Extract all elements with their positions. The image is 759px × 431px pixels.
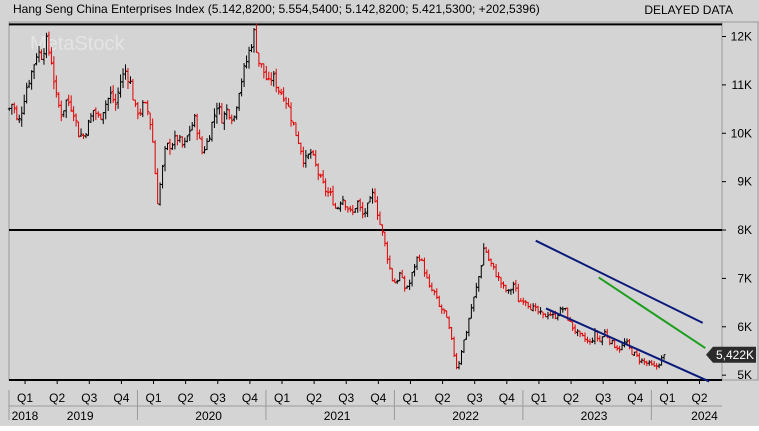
x-tick-label: Q2	[563, 391, 579, 405]
year-label: 2021	[324, 409, 351, 423]
year-label: 2019	[67, 409, 94, 423]
year-separators	[8, 390, 652, 420]
y-tick-label: 11K	[732, 78, 752, 92]
price-badge-shape	[706, 346, 756, 363]
x-tick-label: Q4	[242, 391, 258, 405]
y-tick-label: 5K	[737, 368, 752, 382]
x-tick-label: Q4	[113, 391, 129, 405]
trend-lines	[535, 239, 710, 383]
x-tick-label: Q2	[435, 391, 451, 405]
year-label: 2024	[691, 409, 718, 423]
x-tick-label: Q1	[17, 391, 33, 405]
x-tick-label: Q2	[306, 391, 322, 405]
y-tick-label: 10K	[731, 126, 752, 140]
x-tick-label: Q3	[595, 391, 611, 405]
x-tick-label: Q3	[81, 391, 97, 405]
y-axis-panel	[721, 21, 759, 381]
price-badge: 5,422K	[706, 346, 756, 363]
y-tick-label: 6K	[737, 320, 752, 334]
x-tick-label: Q4	[370, 391, 386, 405]
year-label: 2023	[581, 409, 608, 423]
x-tick-label: Q4	[627, 391, 643, 405]
y-tick-label: 8K	[737, 223, 752, 237]
price-bars	[7, 23, 666, 370]
x-tick-label: Q2	[178, 391, 194, 405]
channel-upper-line	[535, 239, 704, 324]
x-tick-label: Q1	[531, 391, 547, 405]
x-tick-label: Q3	[210, 391, 226, 405]
year-label: 2020	[195, 409, 222, 423]
delayed-data-label: DELAYED DATA	[644, 3, 733, 17]
x-tick-label: Q1	[274, 391, 290, 405]
x-tick-label: Q1	[659, 391, 675, 405]
y-tick-label: 12K	[731, 30, 752, 44]
x-axis: Q1 Q2 Q3 Q4 Q1 Q2 Q3 Q4 Q1 Q2 Q3 Q4 Q1 Q2 Q3 Q4 Q1 Q2 Q3 Q4…	[12, 380, 718, 423]
x-tick-label: Q2	[49, 391, 65, 405]
chart-title: Hang Seng China Enterprises Index (5.142…	[13, 2, 540, 16]
x-tick-label: Q2	[692, 391, 708, 405]
watermark: MetaStock	[30, 33, 125, 55]
price-badge-label: 5,422K	[716, 348, 754, 362]
year-label: 2018	[12, 409, 39, 423]
x-tick-label: Q1	[146, 391, 162, 405]
y-tick-label: 9K	[737, 175, 752, 189]
x-tick-label: Q4	[499, 391, 515, 405]
y-axis: 12K 11K 10K 9K 8K 7K 6K 5K	[722, 30, 752, 382]
trendline	[598, 276, 706, 349]
x-tick-label: Q3	[338, 391, 354, 405]
year-label: 2022	[452, 409, 479, 423]
y-tick-label: 7K	[737, 271, 752, 285]
channel-lower-line	[545, 307, 710, 383]
x-tick-label: Q3	[467, 391, 483, 405]
x-tick-label: Q1	[402, 391, 418, 405]
